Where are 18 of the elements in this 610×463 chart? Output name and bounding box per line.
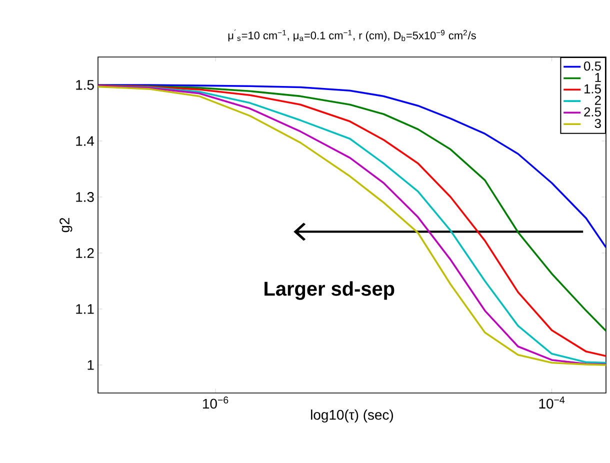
legend-label: 2 (594, 96, 601, 105)
annotation: Larger sd-sep (264, 281, 394, 300)
x-tick-label: 10$^{−4}$ (539, 396, 565, 409)
y-tick-label: 1.3 (76, 192, 94, 202)
legend-label: 2.5 (584, 107, 601, 116)
chart-title: μ$^{´}$$_{s}$=10 cm$^{−1}$, μ$_{a}$=0.1 cm$^{−1}$, r (cm), D$_{b}$=5x10$^{−9}$ cm$^{2}$/s (228, 30, 476, 42)
y-tick-label: 1.5 (76, 80, 94, 90)
legend-label: 1.5 (584, 84, 601, 94)
y-tick-label: 1.1 (76, 304, 94, 314)
y-tick-label: 1.4 (76, 136, 94, 146)
y-axis-title: g2 (60, 218, 72, 232)
y-tick-label: 1 (88, 360, 94, 370)
x-tick-label: 10$^{−6}$ (203, 396, 228, 409)
legend-label: 3 (594, 118, 601, 128)
x-axis-title: log10(τ) (sec) (311, 410, 393, 423)
legend-label: 1 (595, 73, 601, 82)
legend-label: 0.5 (584, 61, 601, 71)
y-tick-label: 1.2 (76, 248, 94, 258)
